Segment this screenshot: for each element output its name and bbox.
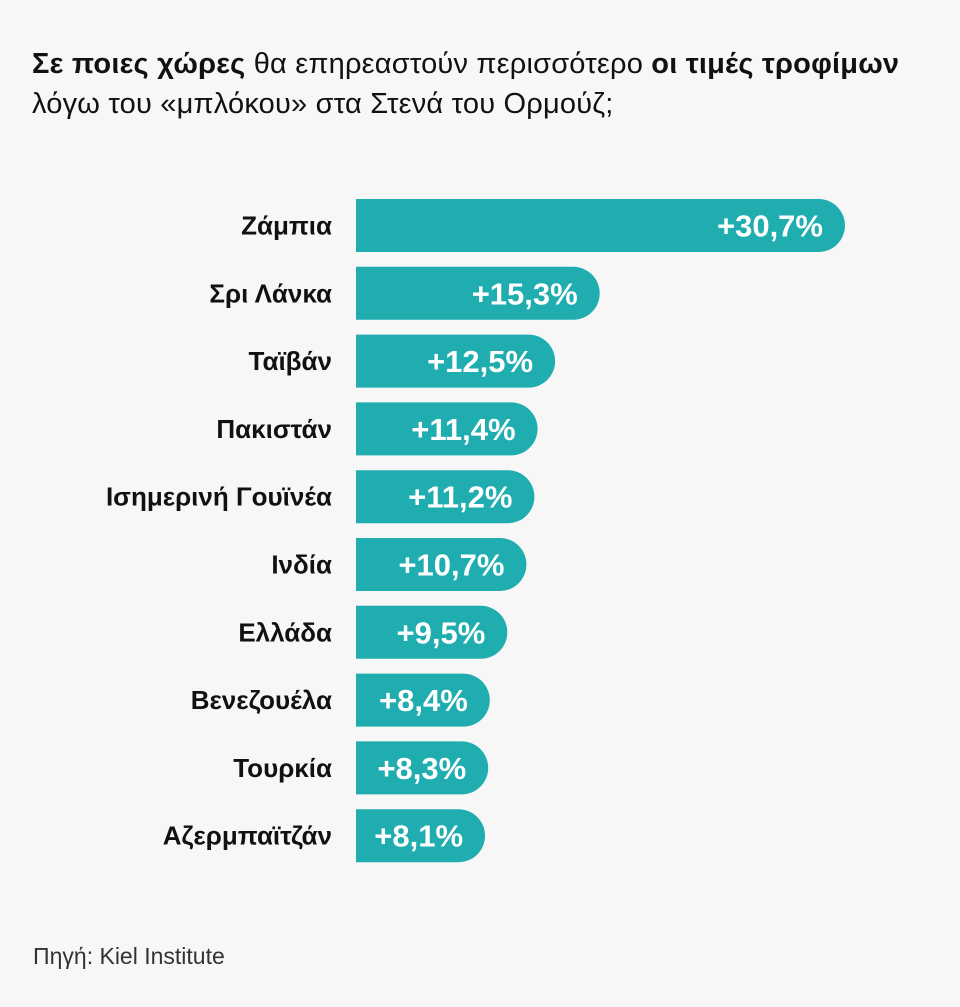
value-label-5: +10,7% — [398, 548, 504, 583]
category-label-0: Ζάμπια — [241, 211, 332, 241]
source-note: Πηγή: Kiel Institute — [33, 943, 225, 969]
category-label-2: Ταϊβάν — [249, 346, 332, 376]
category-label-3: Πακιστάν — [216, 414, 332, 444]
value-label-2: +12,5% — [427, 344, 533, 379]
bar-2 — [356, 334, 556, 388]
category-label-1: Σρι Λάνκα — [209, 278, 332, 308]
value-label-3: +11,4% — [411, 412, 515, 447]
category-label-7: Βενεζουέλα — [191, 685, 332, 715]
category-label-8: Τουρκία — [233, 753, 332, 783]
bar-0 — [356, 199, 845, 252]
bar-7 — [356, 673, 490, 727]
title-part-3: οι τιμές τροφίμων — [651, 48, 900, 80]
bar-5 — [356, 538, 527, 591]
value-label-6: +9,5% — [397, 615, 486, 650]
value-label-9: +8,1% — [374, 819, 463, 854]
title-part-2: θα επηρεαστούν περισσότερο — [245, 48, 652, 80]
title-part-4: λόγω του «μπλόκου» στα Στενά του Ορμούζ; — [32, 88, 614, 120]
value-label-0: +30,7% — [717, 209, 823, 244]
bar-6 — [356, 605, 508, 659]
value-label-8: +8,3% — [377, 751, 466, 786]
bar-3 — [356, 402, 538, 456]
chart-title: Σε ποιες χώρες θα επηρεαστούν περισσότερ… — [32, 44, 932, 124]
category-label-5: Ινδία — [271, 550, 332, 580]
value-label-1: +15,3% — [472, 276, 578, 311]
category-label-9: Αζερμπαϊτζάν — [163, 821, 332, 851]
value-label-7: +8,4% — [379, 683, 468, 718]
bar-4 — [356, 470, 535, 524]
category-label-6: Ελλάδα — [238, 617, 332, 647]
title-part-1: Σε ποιες χώρες — [32, 48, 246, 80]
value-label-4: +11,2% — [408, 480, 512, 515]
bar-8 — [356, 741, 489, 795]
bar-9 — [356, 809, 486, 863]
category-label-4: Ισημερινή Γουϊνέα — [106, 482, 332, 512]
bar-1 — [356, 266, 600, 320]
